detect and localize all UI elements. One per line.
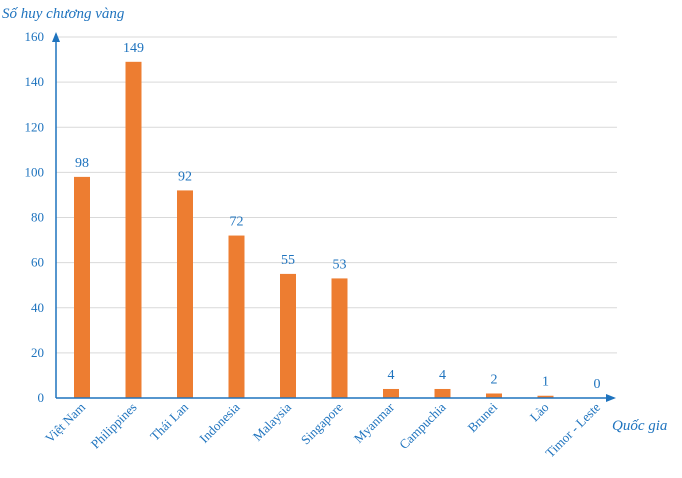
x-tick-label: Brunei	[464, 399, 500, 435]
y-tick-label: 140	[25, 74, 45, 89]
x-axis-title: Quốc gia	[612, 418, 667, 434]
y-axis-title: Số huy chương vàng	[2, 6, 125, 22]
data-label: 4	[388, 368, 395, 383]
x-tick-label: Timor - Leste	[542, 399, 603, 460]
axes	[52, 32, 616, 402]
data-label: 2	[491, 372, 498, 387]
bar	[125, 61, 142, 398]
bar	[280, 273, 296, 398]
data-label: 0	[594, 377, 601, 392]
bar	[331, 278, 348, 398]
data-label: 4	[439, 368, 446, 383]
y-tick-labels: 0 20 40 60 80 100 120 140 160	[25, 29, 45, 405]
grid-lines	[56, 36, 617, 354]
x-tick-labels: Việt Nam Philippines Thái Lan Indonesia Mala…	[42, 399, 603, 460]
bar	[486, 393, 502, 398]
x-tick-label: Myanmar	[351, 399, 398, 446]
x-tick-label: Singapore	[298, 399, 346, 447]
x-tick-label: Philippines	[88, 400, 140, 452]
x-tick-label: Lào	[527, 400, 552, 425]
y-tick-label: 60	[31, 255, 44, 270]
y-tick-label: 80	[31, 210, 44, 225]
data-label: 149	[123, 41, 144, 56]
y-tick-label: 40	[31, 300, 44, 315]
data-label: 72	[230, 215, 244, 230]
bar	[228, 235, 245, 398]
data-labels: 98 149 92 72 55 53 4 4 2 1 0	[75, 41, 601, 392]
bars	[74, 61, 554, 398]
bar	[434, 388, 451, 398]
x-tick-label: Campuchia	[396, 399, 449, 452]
bar	[177, 190, 193, 398]
data-label: 53	[333, 257, 347, 272]
y-axis-arrow	[52, 32, 60, 42]
bar	[74, 176, 90, 398]
y-tick-label: 20	[31, 345, 44, 360]
data-label: 92	[178, 169, 192, 184]
x-axis-arrow	[606, 394, 616, 402]
x-tick-label: Indonesia	[196, 399, 243, 446]
data-label: 98	[75, 156, 89, 171]
bar	[537, 395, 554, 398]
bar	[383, 388, 399, 398]
y-tick-label: 100	[25, 164, 45, 179]
x-tick-label: Việt Nam	[42, 400, 88, 446]
x-tick-label: Thái Lan	[147, 399, 191, 443]
y-tick-label: 0	[38, 390, 45, 405]
y-tick-label: 160	[25, 29, 45, 44]
data-label: 55	[281, 253, 295, 268]
y-tick-label: 120	[25, 119, 45, 134]
data-label: 1	[542, 375, 549, 390]
x-tick-label: Malaysia	[250, 399, 294, 443]
